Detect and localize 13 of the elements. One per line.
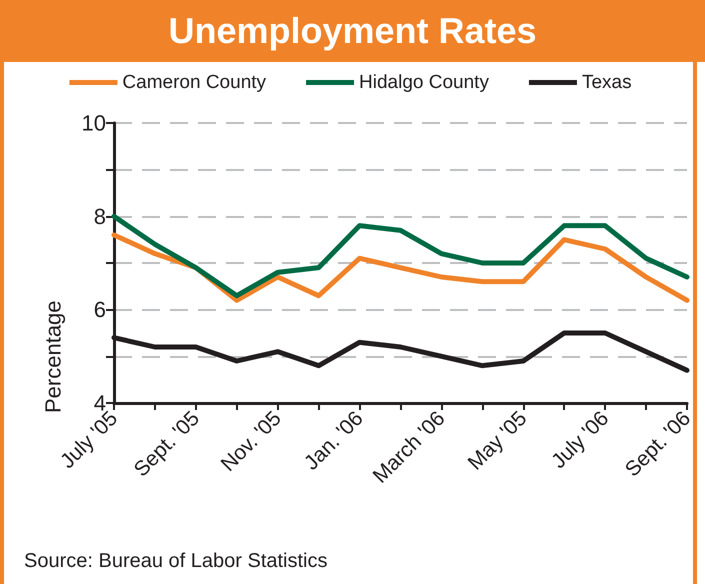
chart-title: Unemployment Rates [0, 0, 705, 62]
y-tick-label: 10 [82, 110, 106, 136]
legend-label: Texas [582, 72, 632, 93]
x-tick-label: July '06 [547, 406, 614, 473]
source-note: Source: Bureau of Labor Statistics [24, 550, 328, 573]
y-tick-label: 6 [94, 297, 106, 322]
x-tick-label: Nov. '05 [216, 406, 286, 476]
x-tick-label: May '05 [464, 406, 532, 475]
y-tick-label: 8 [94, 204, 106, 229]
y-axis-title: Percentage [40, 300, 66, 413]
legend-label: Cameron County [122, 72, 267, 93]
legend-label: Hidalgo County [359, 72, 490, 93]
x-tick-label: Jan. '06 [300, 406, 368, 475]
